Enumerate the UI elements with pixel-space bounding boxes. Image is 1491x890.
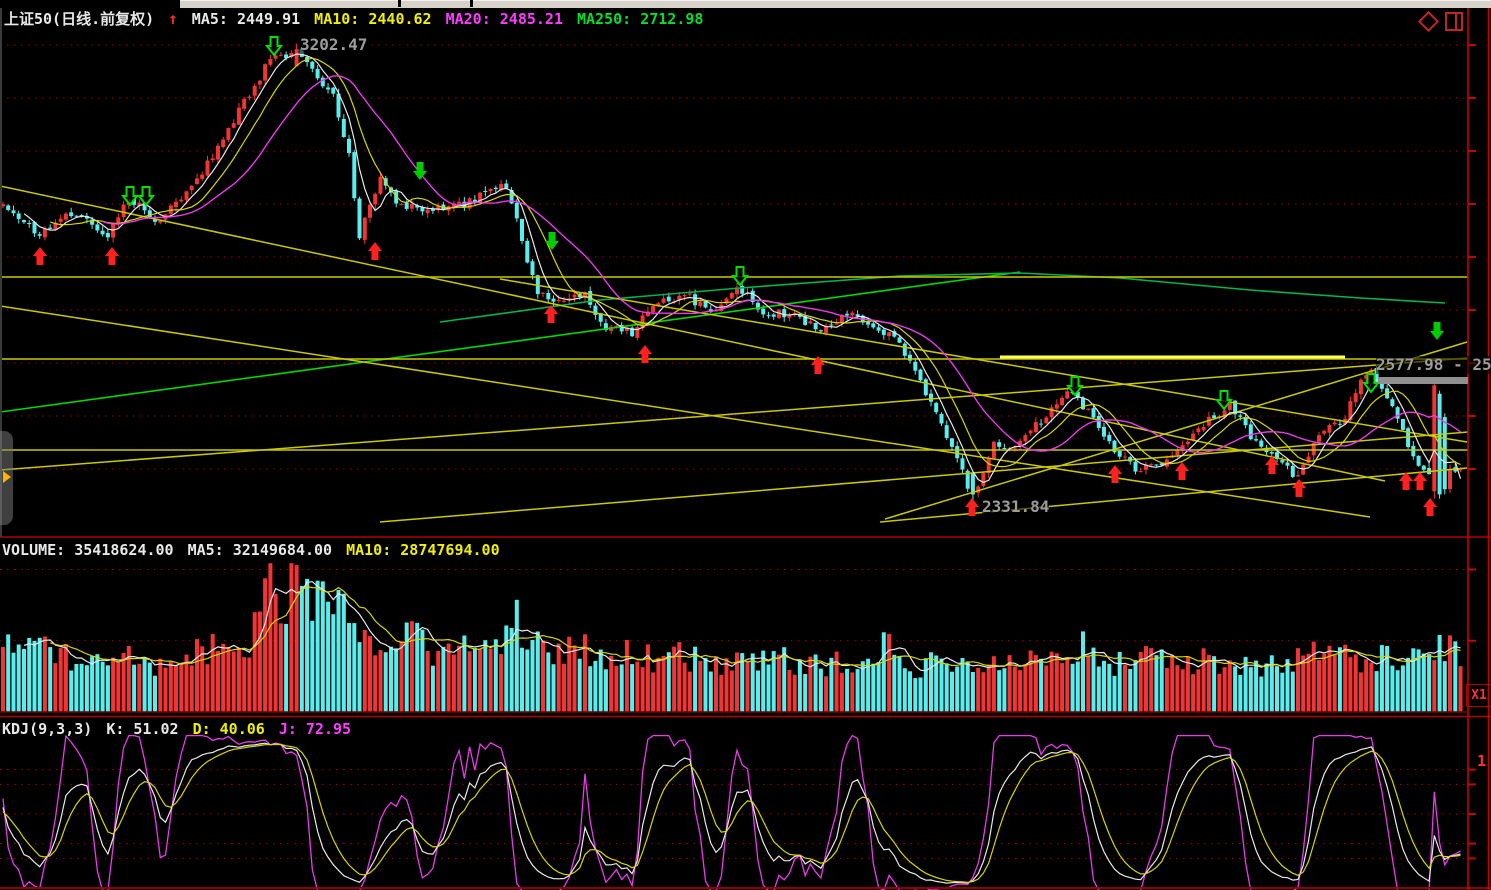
- volume-header: VOLUME: 35418624.00 MA5: 32149684.00 MA10:…: [2, 540, 514, 561]
- expand-triangle-icon: [3, 471, 11, 483]
- candlesticks: [1, 43, 1463, 506]
- green-trend-line[interactable]: [0, 271, 1021, 413]
- price-ma-lines: [23, 53, 1462, 484]
- window-title-strip: [180, 0, 1491, 8]
- ma250-line: [439, 272, 1446, 323]
- volume-ma10-value: MA10: 28747694.00: [346, 541, 500, 559]
- volume-ma5-value: MA5: 32149684.00: [187, 541, 333, 559]
- kdj-d-value: D: 40.06: [192, 720, 265, 738]
- sell-signal-arrows: [120, 36, 1444, 411]
- kdj-lines: [2, 734, 1461, 890]
- yellow-trend-lines[interactable]: [0, 185, 1469, 523]
- kdj-name: KDJ(9,3,3): [2, 720, 93, 738]
- kdj-header: KDJ(9,3,3) K: 51.02 D: 40.06 J: 72.95: [2, 719, 365, 740]
- indicator-x1-button[interactable]: X1: [1466, 684, 1491, 707]
- volume-bars: [1, 563, 1463, 712]
- ma10-value: MA10: 2440.62: [314, 10, 432, 28]
- kdj-j-value: J: 72.95: [278, 720, 352, 738]
- buy-signal-arrows: [33, 242, 1437, 516]
- volume-ma-lines: [23, 581, 1461, 672]
- ma5-value: MA5: 2449.91: [191, 10, 301, 28]
- up-arrow-icon: ↑: [168, 9, 178, 28]
- symbol-title: 上证50(日线.前复权): [4, 10, 155, 28]
- drawing-tool-bar[interactable]: [1378, 377, 1468, 384]
- panel-separators: [0, 8, 1491, 889]
- strip-divider: [470, 0, 473, 7]
- low-price-label: 2331.84: [982, 497, 1050, 516]
- strip-divider: [398, 0, 401, 7]
- peak-price-label: 3202.47: [300, 35, 368, 54]
- ma20-value: MA20: 2485.21: [445, 10, 563, 28]
- restore-window-icon[interactable]: [1445, 12, 1463, 31]
- kdj-axis-label: 1: [1477, 752, 1487, 770]
- window-top-border: [0, 0, 1491, 8]
- ma250-value: MA250: 2712.98: [576, 10, 704, 28]
- panel-expand-handle[interactable]: [0, 431, 13, 525]
- volume-value: VOLUME: 35418624.00: [2, 541, 174, 559]
- main-chart-header: 上证50(日线.前复权) ↑ MA5: 2449.91 MA10: 2440.62 MA…: [4, 8, 717, 30]
- kdj-k-value: K: 51.02: [106, 720, 179, 738]
- price-range-label: 2577.98 - 25: [1376, 356, 1491, 374]
